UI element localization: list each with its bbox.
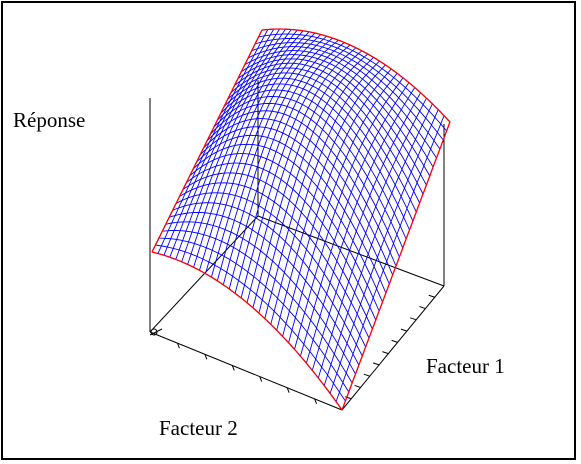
factor1-tick: [363, 373, 370, 377]
factor1-tick: [382, 351, 389, 355]
mesh-line-u: [244, 50, 434, 168]
mesh-line-u: [230, 67, 421, 204]
mesh-line-v: [276, 64, 386, 331]
factor2-tick: [231, 365, 235, 371]
factor1-axis-label: Facteur 1: [426, 354, 505, 378]
mesh-line-v: [199, 31, 310, 271]
factor2-tick: [314, 398, 318, 405]
mesh-line-v: [311, 92, 421, 371]
mesh-line-v: [329, 109, 439, 394]
factor2-tick: [259, 376, 263, 382]
mesh-line-u: [196, 134, 387, 294]
boundary-edge-1: [341, 121, 451, 411]
boundary-edge-3: [261, 28, 451, 123]
factor2-axis: [149, 331, 343, 411]
axes-box: [149, 80, 445, 411]
mesh-line-u: [251, 42, 441, 150]
factor2-tick: [204, 354, 208, 360]
mesh-line-u: [192, 143, 383, 303]
mesh-line-u: [223, 77, 414, 222]
mesh-line-v: [264, 57, 374, 319]
factor1-tick: [400, 328, 408, 332]
mesh-line-u: [220, 83, 410, 231]
origin-marker: [149, 328, 163, 336]
factor1-tick: [391, 339, 398, 343]
boundary-edge-0: [151, 29, 263, 253]
mesh-line-u: [241, 54, 431, 177]
mesh-line-v: [317, 97, 427, 379]
boundary-edge-2: [151, 251, 343, 411]
mesh-line-u: [254, 38, 444, 141]
mesh-line-v: [282, 68, 392, 337]
mesh-line-v: [252, 50, 363, 308]
factor2-axis-label: Facteur 2: [159, 416, 238, 440]
mesh-line-v: [305, 87, 416, 364]
factor1-tick: [419, 306, 426, 310]
surface-boundary: [151, 28, 451, 411]
mesh-line-u: [210, 102, 400, 258]
mesh-line-v: [258, 53, 369, 314]
mesh-line-u: [227, 72, 417, 213]
factor1-tick: [372, 362, 380, 366]
mesh-line-v: [288, 73, 398, 343]
mesh-line-v: [299, 82, 410, 357]
mesh-line-u: [206, 110, 397, 267]
mesh-line-u: [179, 182, 370, 339]
factor2-tick: [176, 342, 180, 349]
mesh-line-u: [216, 89, 407, 240]
factor1-tick: [410, 317, 417, 321]
response-axis-label: Réponse: [13, 108, 86, 132]
mesh-line-v: [323, 103, 433, 386]
mesh-line-u: [234, 62, 424, 195]
surface-mesh: [151, 28, 451, 411]
mesh-line-u: [213, 96, 404, 249]
back-edge-left: [149, 215, 259, 333]
mesh-line-v: [294, 77, 404, 350]
factor1-axis: [341, 285, 445, 411]
factor1-tick: [354, 384, 361, 388]
axis-ticks: [176, 294, 435, 405]
mesh-line-u: [248, 46, 437, 159]
mesh-line-v: [175, 28, 286, 260]
mesh-line-v: [270, 60, 380, 325]
factor1-tick: [428, 294, 435, 298]
mesh-line-u: [237, 58, 427, 186]
factor2-tick: [286, 387, 290, 393]
mesh-line-v: [335, 115, 445, 402]
mesh-line-u: [258, 33, 447, 132]
